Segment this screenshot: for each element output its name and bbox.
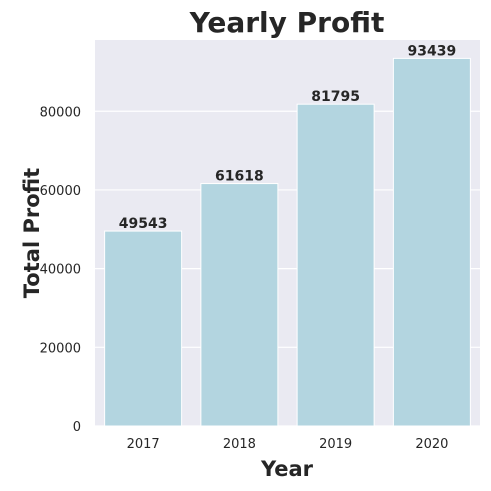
bar-2020 [392, 57, 471, 427]
y-axis-ticks: 0 20000 40000 60000 80000 [40, 105, 81, 435]
y-axis-label: Total Profit [20, 168, 44, 298]
y-tick-label: 80000 [40, 105, 81, 120]
bar-2019 [296, 103, 375, 427]
y-tick-label: 0 [73, 420, 81, 435]
data-label-2019: 81795 [311, 89, 360, 105]
y-tick-label: 60000 [40, 184, 81, 199]
x-tick-label: 2018 [223, 437, 256, 452]
x-tick-label: 2017 [127, 437, 160, 452]
data-labels: 49543 61618 81795 93439 [119, 43, 456, 232]
x-axis-ticks: 2017 2018 2019 2020 [127, 437, 449, 452]
bar-2017 [104, 230, 183, 427]
y-tick-label: 20000 [40, 341, 81, 356]
bars [104, 57, 471, 427]
data-label-2018: 61618 [215, 169, 264, 185]
y-tick-label: 40000 [40, 263, 81, 278]
x-tick-label: 2019 [319, 437, 352, 452]
data-label-2020: 93439 [408, 43, 457, 59]
x-axis-label: Year [260, 457, 314, 481]
chart-title: Yearly Profit [189, 6, 385, 39]
x-tick-label: 2020 [415, 437, 448, 452]
data-label-2017: 49543 [119, 216, 168, 232]
bar-2018 [200, 183, 279, 427]
